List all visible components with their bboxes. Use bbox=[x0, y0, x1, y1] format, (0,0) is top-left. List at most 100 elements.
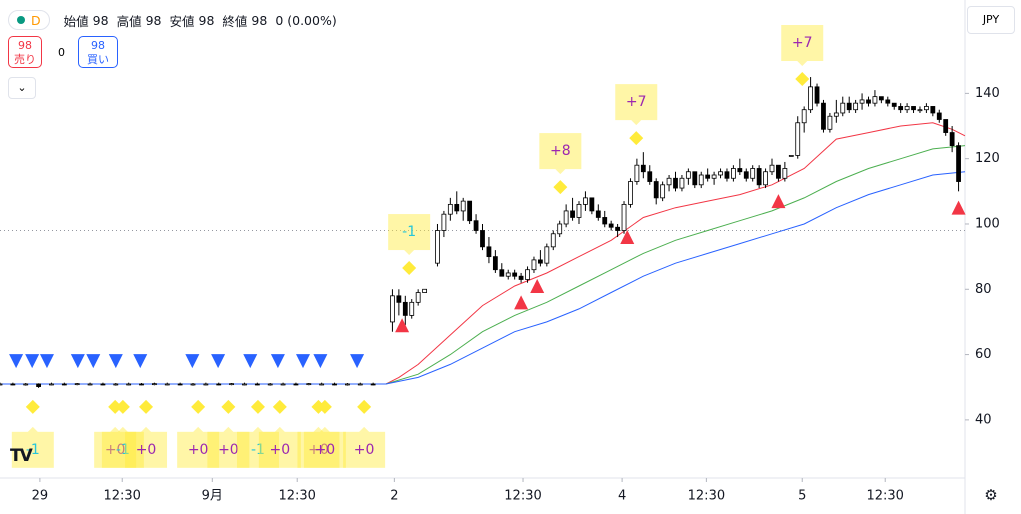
y-tick-label: 120 bbox=[975, 151, 1000, 166]
candle-body bbox=[936, 112, 942, 120]
candle-body bbox=[10, 383, 16, 386]
signal-box bbox=[343, 431, 386, 468]
candle-body bbox=[576, 203, 582, 218]
sell-marker bbox=[350, 354, 365, 369]
candle-body bbox=[621, 203, 627, 231]
candle-body bbox=[518, 275, 524, 280]
interval-badge: D bbox=[8, 10, 50, 30]
candle-body bbox=[956, 145, 961, 182]
signal-box bbox=[781, 25, 824, 62]
candle-body bbox=[216, 383, 222, 386]
candle-body bbox=[190, 383, 196, 386]
candle-body bbox=[492, 256, 498, 271]
candle-body bbox=[673, 177, 678, 189]
candle-body bbox=[853, 102, 859, 111]
ohlc-label: 高値 bbox=[116, 13, 142, 29]
candle-body bbox=[924, 106, 929, 111]
candle-body bbox=[447, 203, 453, 215]
signal-label: +0 bbox=[308, 442, 329, 458]
ma-line bbox=[0, 145, 966, 385]
candle-body bbox=[711, 174, 717, 179]
signal-box bbox=[388, 214, 431, 251]
buy-button[interactable]: 98 買い bbox=[78, 36, 118, 68]
y-tick-label: 100 bbox=[975, 216, 1000, 231]
sell-label: 売り bbox=[14, 53, 36, 66]
x-tick-label: 12:30 bbox=[866, 489, 903, 504]
signal-label: +0 bbox=[136, 442, 157, 458]
candle-body bbox=[422, 288, 428, 293]
candle-body bbox=[505, 272, 511, 277]
candle-body bbox=[563, 210, 569, 225]
candle-body bbox=[756, 168, 762, 186]
candle-body bbox=[396, 295, 402, 303]
candle-body bbox=[724, 171, 730, 179]
candle-body bbox=[718, 171, 723, 176]
signal-box bbox=[236, 431, 279, 468]
signal-pointer bbox=[252, 426, 263, 432]
candle-body bbox=[0, 383, 3, 386]
candle-body bbox=[402, 301, 408, 316]
change: 0 (0.00%) bbox=[275, 12, 337, 28]
collapse-button[interactable]: ⌄ bbox=[8, 77, 36, 99]
candle-body bbox=[229, 383, 235, 386]
sell-marker bbox=[296, 354, 311, 369]
ohlc-value: 98 bbox=[198, 12, 215, 28]
signal-label: +0 bbox=[354, 442, 375, 458]
candle-body bbox=[589, 197, 595, 212]
candle-body bbox=[872, 96, 878, 104]
candle-body bbox=[827, 115, 833, 130]
candle-body bbox=[634, 164, 640, 182]
signal-diamond bbox=[221, 399, 236, 414]
candle-body bbox=[557, 223, 563, 235]
signal-pointer bbox=[319, 426, 330, 432]
candle-body bbox=[615, 226, 620, 231]
candle-body bbox=[911, 106, 916, 111]
status-dot bbox=[17, 16, 25, 24]
sell-button[interactable]: 98 売り bbox=[8, 36, 42, 68]
signal-pointer bbox=[274, 426, 285, 432]
signal-box bbox=[207, 431, 250, 468]
x-tick-label: 12:30 bbox=[504, 489, 541, 504]
x-tick-label: 5 bbox=[798, 489, 806, 504]
signal-label: -1 bbox=[116, 442, 130, 458]
x-tick-label: 4 bbox=[618, 489, 626, 504]
signal-box bbox=[258, 431, 301, 468]
signal-box bbox=[94, 431, 137, 468]
candle-body bbox=[640, 164, 646, 173]
candle-body bbox=[731, 168, 736, 179]
candle-body bbox=[750, 168, 756, 179]
currency[interactable]: JPY bbox=[967, 6, 1015, 34]
candle-body bbox=[203, 383, 209, 386]
candle-body bbox=[319, 383, 325, 386]
candle-body bbox=[795, 122, 801, 156]
candle-body bbox=[698, 174, 704, 186]
candle-body bbox=[595, 210, 601, 218]
settings-icon[interactable]: ⚙ bbox=[984, 486, 998, 504]
candle-body bbox=[769, 164, 775, 173]
y-tick-label: 80 bbox=[975, 282, 992, 297]
ohlc-value: 98 bbox=[145, 12, 162, 28]
candle-body bbox=[480, 230, 485, 248]
candle-body bbox=[242, 383, 247, 386]
buy-marker bbox=[530, 279, 545, 294]
signal-pointer bbox=[631, 120, 642, 126]
signal-diamond bbox=[629, 131, 644, 146]
signal-pointer bbox=[359, 426, 370, 432]
sell-marker bbox=[39, 354, 54, 369]
signal-label: +0 bbox=[188, 442, 209, 458]
candle-body bbox=[454, 203, 460, 212]
candle-body bbox=[885, 99, 891, 104]
ohlc-label: 終値 bbox=[222, 13, 248, 29]
sell-marker bbox=[313, 354, 328, 369]
interval: D bbox=[31, 12, 41, 28]
signal-box bbox=[297, 431, 340, 468]
sell-marker bbox=[9, 354, 24, 369]
candle-body bbox=[531, 259, 537, 271]
candle-body bbox=[49, 383, 54, 386]
sell-marker bbox=[211, 354, 226, 369]
signal-diamond bbox=[402, 261, 417, 276]
sell-marker bbox=[108, 354, 123, 369]
signal-pointer bbox=[117, 426, 128, 432]
candle-body bbox=[705, 174, 711, 179]
y-tick-label: 60 bbox=[975, 347, 992, 362]
